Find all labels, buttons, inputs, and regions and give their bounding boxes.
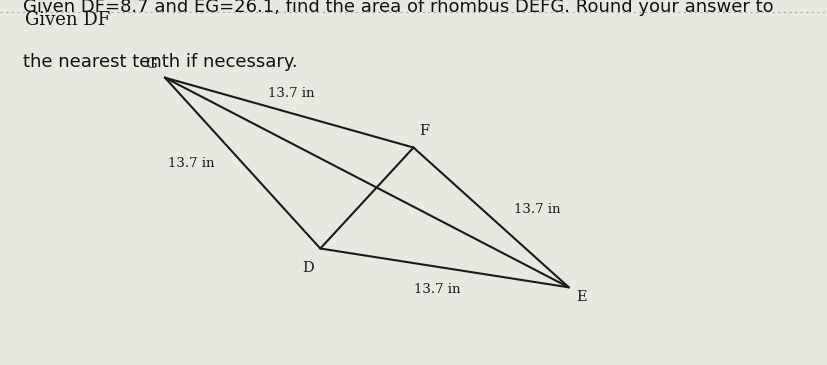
Text: 13.7 in: 13.7 in bbox=[267, 87, 314, 100]
Text: Given DF: Given DF bbox=[25, 11, 110, 29]
Text: D: D bbox=[303, 261, 314, 275]
Text: F: F bbox=[420, 124, 430, 138]
Text: G: G bbox=[146, 57, 157, 72]
Text: 13.7 in: 13.7 in bbox=[514, 203, 561, 216]
Text: Given DF=8.7 and EG=26.1, find the area of rhombus DEFG. Round your answer to: Given DF=8.7 and EG=26.1, find the area … bbox=[23, 0, 774, 16]
Text: 13.7 in: 13.7 in bbox=[414, 284, 460, 296]
Text: E: E bbox=[576, 291, 587, 304]
Text: 13.7 in: 13.7 in bbox=[168, 157, 215, 170]
Text: the nearest tenth if necessary.: the nearest tenth if necessary. bbox=[23, 53, 298, 71]
